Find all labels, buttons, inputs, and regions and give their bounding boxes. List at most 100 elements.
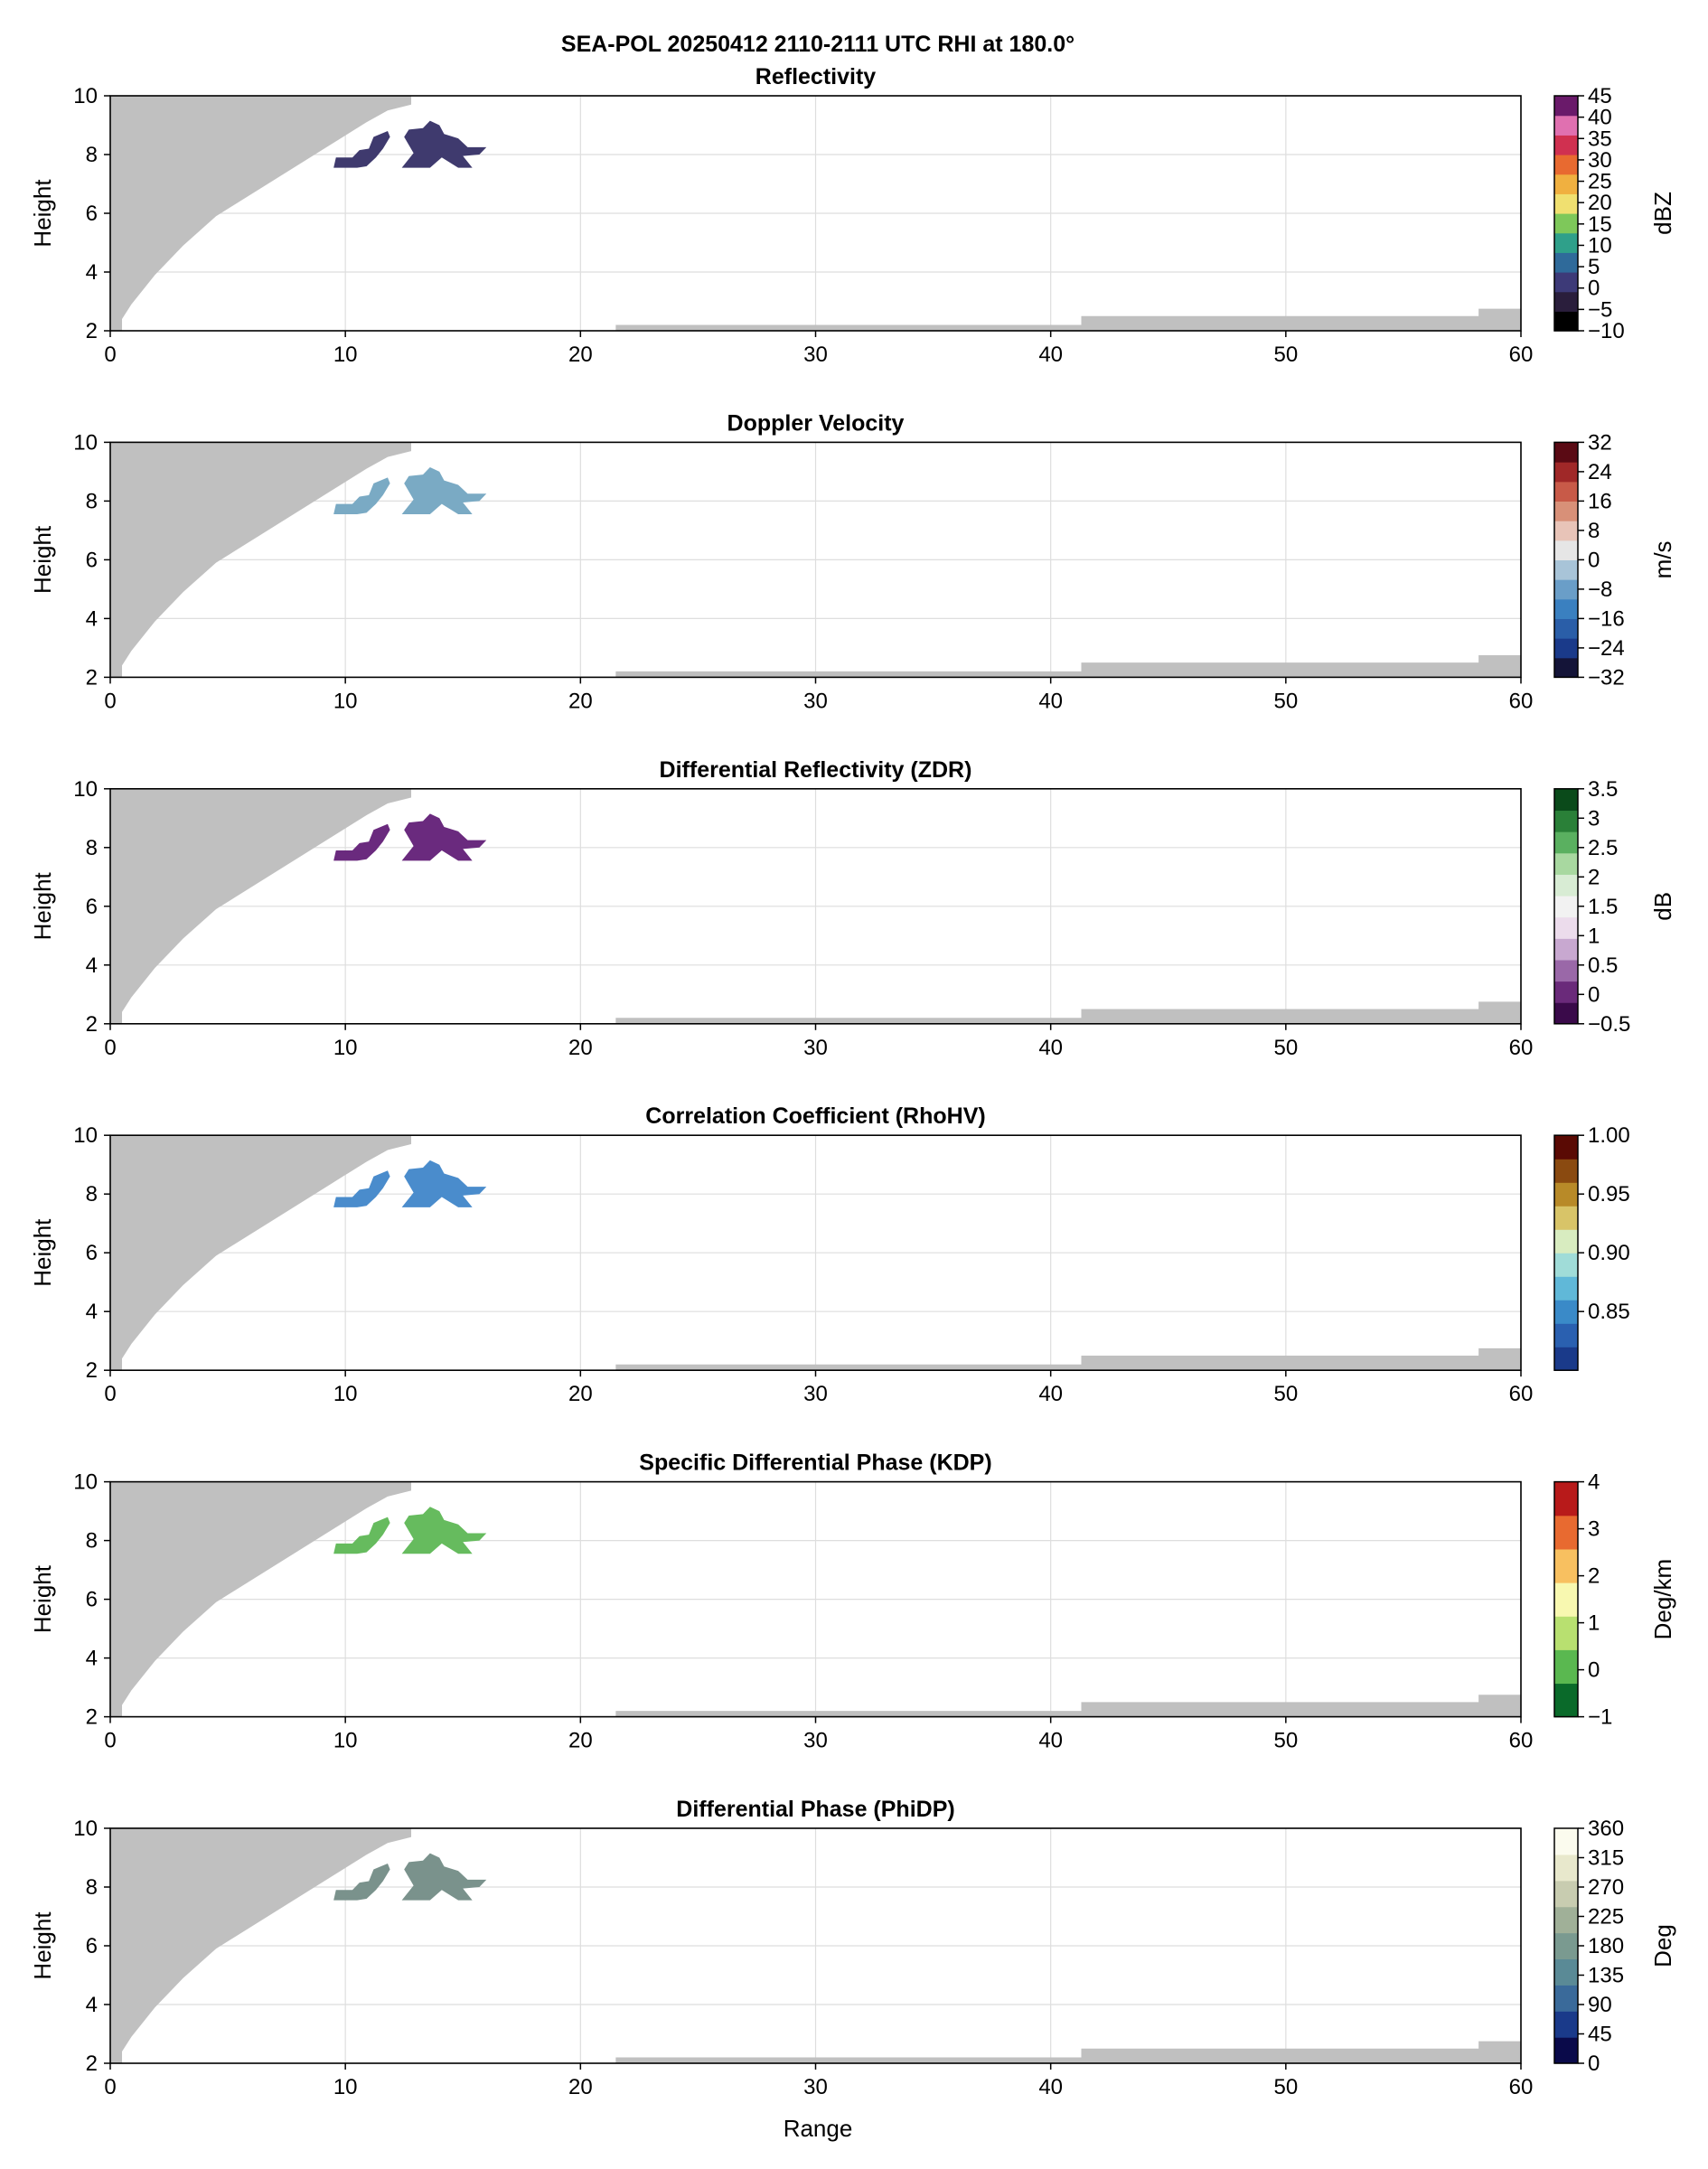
panel-title: Specific Differential Phase (KDP)	[639, 1451, 991, 1476]
x-tick-label: 40	[1038, 1036, 1063, 1060]
panel-6: Differential Phase (PhiDP)0 10 20 30 40 50 602…	[29, 1797, 1676, 2099]
y-tick-label: 4	[86, 260, 98, 285]
colorbar-tick-label: 0	[1588, 982, 1600, 1007]
x-tick-label: 0	[104, 2075, 116, 2099]
x-tick-label: 30	[803, 1729, 828, 1753]
colorbar-segment	[1554, 1958, 1578, 1986]
colorbar-segment	[1554, 1582, 1578, 1617]
echo-region-2	[401, 1507, 487, 1554]
x-tick-label: 0	[104, 689, 116, 713]
y-tick-label: 10	[73, 1123, 98, 1148]
colorbar-segment	[1554, 831, 1578, 854]
colorbar-segment	[1554, 559, 1578, 580]
x-tick-label: 20	[568, 1729, 593, 1753]
x-tick-label: 50	[1273, 343, 1298, 367]
colorbar-tick-label: 2	[1588, 1564, 1600, 1589]
panel-title: Reflectivity	[755, 64, 876, 89]
x-tick-label: 0	[104, 1382, 116, 1406]
echo-region-1	[333, 823, 390, 861]
colorbar-segment	[1554, 638, 1578, 659]
x-tick-label: 60	[1509, 689, 1534, 713]
echo-region-1	[333, 1170, 390, 1207]
figure-title: SEA-POL 20250412 2110-2111 UTC RHI at 18…	[561, 32, 1075, 57]
colorbar-tick-label: 10	[1588, 233, 1612, 258]
echo-region-1	[333, 1516, 390, 1554]
x-tick-label: 50	[1273, 1036, 1298, 1060]
colorbar-segment	[1554, 521, 1578, 541]
colorbar-tick-label: 0.95	[1588, 1182, 1630, 1207]
colorbar-tick-label: 15	[1588, 212, 1612, 237]
colorbar-tick-label: 0.5	[1588, 953, 1618, 978]
colorbar-segment	[1554, 657, 1578, 678]
x-tick-label: 40	[1038, 1729, 1063, 1753]
colorbar-segment	[1554, 852, 1578, 875]
y-tick-label: 6	[86, 1934, 98, 1958]
colorbar-segment	[1554, 1300, 1578, 1324]
y-tick-label: 4	[86, 1300, 98, 1324]
ground-clutter-region	[615, 308, 1521, 331]
colorbar-segment	[1554, 1828, 1578, 1855]
y-tick-label: 8	[86, 836, 98, 860]
colorbar-tick-label: 0	[1588, 548, 1600, 572]
colorbar-segment	[1554, 2037, 1578, 2064]
colorbar-tick-label: 16	[1588, 489, 1612, 513]
echo-region-1	[333, 131, 390, 168]
y-tick-label: 6	[86, 202, 98, 226]
ground-clutter-region	[615, 2041, 1521, 2063]
colorbar-tick-label: 24	[1588, 460, 1612, 484]
colorbar-tick-label: −8	[1588, 577, 1612, 602]
beam-blockage-region	[110, 788, 412, 1024]
panel-title: Differential Reflectivity (ZDR)	[660, 757, 972, 783]
colorbar-tick-label: 35	[1588, 127, 1612, 151]
colorbar-segment	[1554, 1323, 1578, 1347]
x-tick-label: 10	[333, 343, 358, 367]
colorbar-segment	[1554, 272, 1578, 293]
x-tick-label: 40	[1038, 2075, 1063, 2099]
colorbar-tick-label: 2.5	[1588, 836, 1618, 860]
x-tick-label: 20	[568, 1382, 593, 1406]
y-tick-label: 8	[86, 1529, 98, 1554]
colorbar-segment	[1554, 1616, 1578, 1650]
y-tick-label: 8	[86, 489, 98, 513]
y-tick-label: 6	[86, 895, 98, 919]
beam-blockage-region	[110, 1135, 412, 1371]
beam-blockage-region	[110, 1828, 412, 2063]
colorbar-segment	[1554, 1002, 1578, 1025]
y-axis-label: Height	[29, 1564, 56, 1633]
echo-region-1	[333, 1864, 390, 1901]
y-tick-label: 2	[86, 2052, 98, 2076]
colorbar-segment	[1554, 291, 1578, 312]
y-axis-label: Height	[29, 525, 56, 594]
colorbar-segment	[1554, 1206, 1578, 1230]
colorbar-tick-label: 45	[1588, 84, 1612, 108]
colorbar-segment	[1554, 810, 1578, 832]
x-tick-label: 50	[1273, 1382, 1298, 1406]
colorbar-segment	[1554, 213, 1578, 234]
colorbar-frame	[1553, 95, 1579, 332]
echo-region-2	[401, 120, 487, 168]
x-axis-label: Range	[784, 2115, 853, 2142]
colorbar-segment	[1554, 232, 1578, 253]
y-tick-label: 10	[73, 1470, 98, 1495]
colorbar-tick-label: 1	[1588, 1611, 1600, 1636]
colorbar-segment	[1554, 1683, 1578, 1718]
x-tick-label: 60	[1509, 1382, 1534, 1406]
x-tick-label: 20	[568, 1036, 593, 1060]
y-tick-label: 10	[73, 84, 98, 108]
colorbar-segment	[1554, 1276, 1578, 1300]
colorbar-tick-label: 0	[1588, 2052, 1600, 2076]
colorbar-tick-label: 180	[1588, 1934, 1624, 1958]
y-tick-label: 6	[86, 1588, 98, 1612]
colorbar-tick-label: 360	[1588, 1817, 1624, 1841]
beam-blockage-region	[110, 442, 412, 678]
x-tick-label: 50	[1273, 689, 1298, 713]
x-tick-label: 10	[333, 1382, 358, 1406]
colorbar-tick-label: −24	[1588, 636, 1625, 661]
colorbar-segment	[1554, 1135, 1578, 1160]
ground-clutter-region	[615, 1347, 1521, 1371]
colorbar-tick-label: 90	[1588, 1993, 1612, 2017]
colorbar-tick-label: 135	[1588, 1964, 1624, 1988]
colorbar-tick-label: 270	[1588, 1875, 1624, 1900]
colorbar-segment	[1554, 1548, 1578, 1583]
y-tick-label: 6	[86, 1241, 98, 1265]
